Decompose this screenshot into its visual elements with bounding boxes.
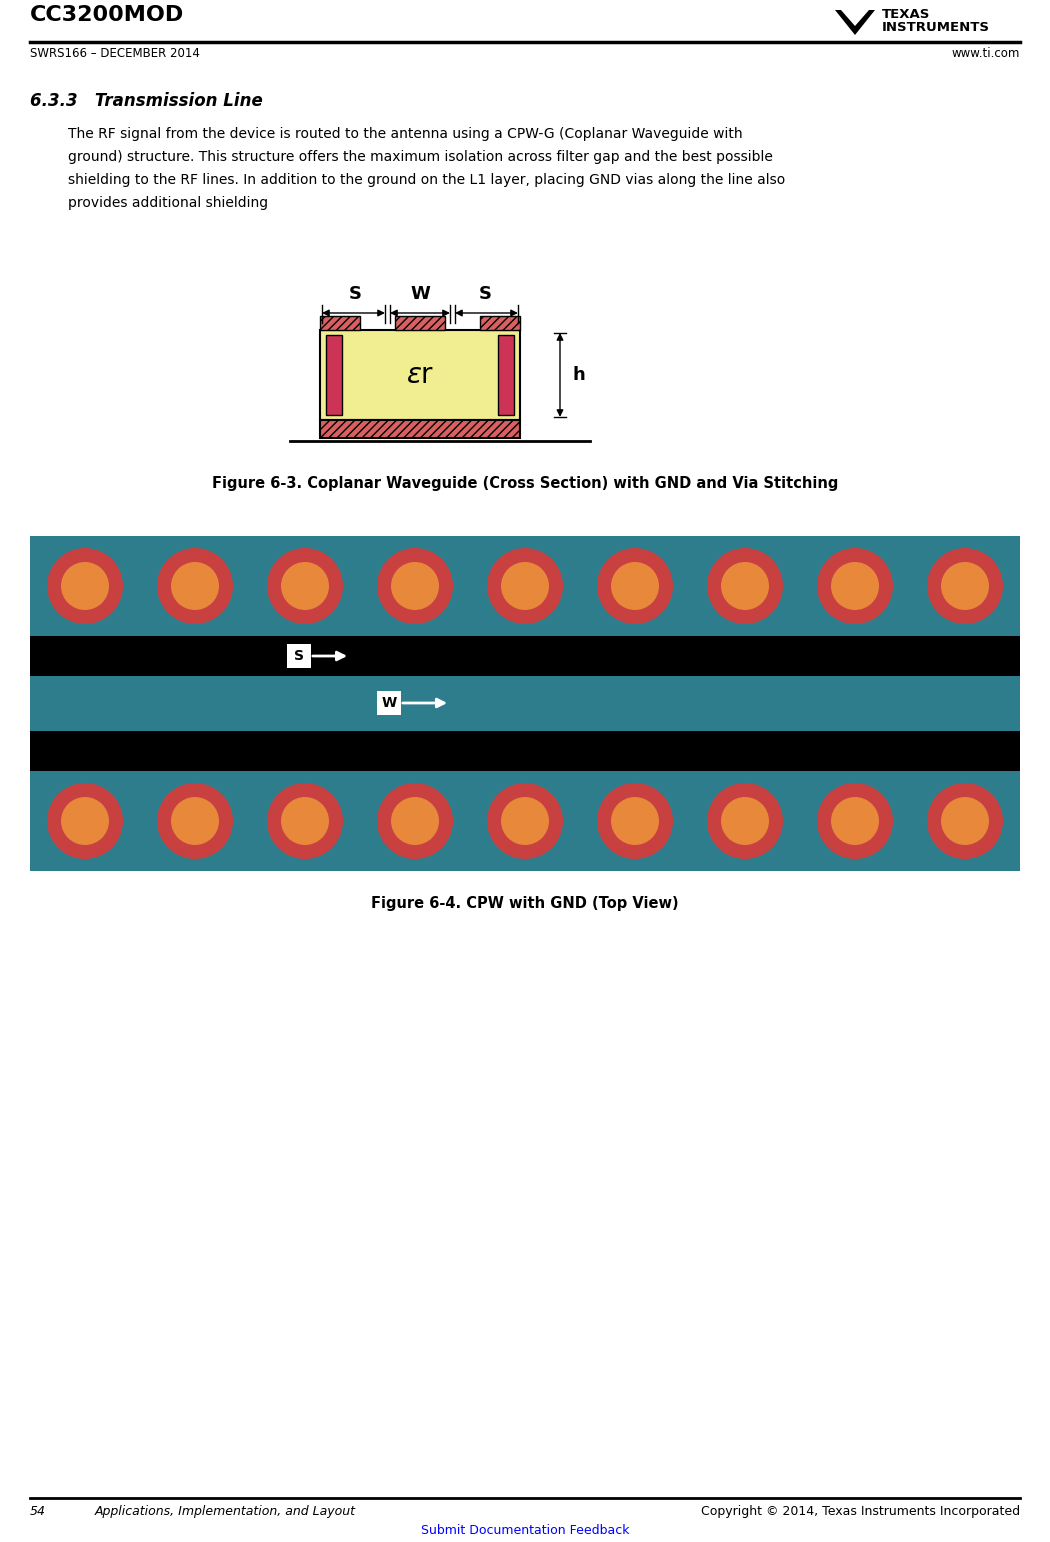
Text: S: S (349, 285, 361, 302)
Circle shape (391, 797, 439, 845)
Bar (287, 645, 311, 668)
Circle shape (267, 547, 343, 625)
Circle shape (501, 561, 549, 611)
Circle shape (487, 783, 563, 859)
Text: $\varepsilon$r: $\varepsilon$r (405, 361, 435, 389)
Circle shape (61, 797, 109, 845)
Circle shape (171, 797, 219, 845)
Text: ground) structure. This structure offers the maximum isolation across filter gap: ground) structure. This structure offers… (68, 150, 773, 163)
Circle shape (611, 561, 659, 611)
Text: CC3200MOD: CC3200MOD (30, 5, 184, 25)
Circle shape (158, 783, 233, 859)
Circle shape (611, 797, 659, 845)
Circle shape (707, 547, 783, 625)
Bar (320, 419, 520, 438)
Circle shape (721, 797, 769, 845)
Text: Figure 6-4. CPW with GND (Top View): Figure 6-4. CPW with GND (Top View) (372, 896, 678, 911)
Bar (320, 316, 360, 330)
Circle shape (501, 797, 549, 845)
Bar (326, 335, 342, 415)
Circle shape (391, 561, 439, 611)
Text: www.ti.com: www.ti.com (951, 46, 1020, 60)
Circle shape (597, 547, 673, 625)
Bar (480, 316, 520, 330)
Text: provides additional shielding: provides additional shielding (68, 196, 268, 210)
Circle shape (61, 561, 109, 611)
Text: Submit Documentation Feedback: Submit Documentation Feedback (421, 1523, 629, 1537)
Circle shape (707, 783, 783, 859)
Circle shape (927, 547, 1003, 625)
Text: SWRS166 – DECEMBER 2014: SWRS166 – DECEMBER 2014 (30, 46, 200, 60)
Text: Copyright © 2014, Texas Instruments Incorporated: Copyright © 2014, Texas Instruments Inco… (701, 1505, 1020, 1517)
Text: shielding to the RF lines. In addition to the ground on the L1 layer, placing GN: shielding to the RF lines. In addition t… (68, 173, 785, 187)
Polygon shape (835, 9, 875, 35)
Bar (30, 771, 1020, 871)
Text: W: W (411, 285, 429, 302)
Circle shape (927, 783, 1003, 859)
Circle shape (597, 783, 673, 859)
Text: S: S (294, 649, 304, 663)
Text: TEXAS: TEXAS (882, 8, 930, 22)
Circle shape (267, 783, 343, 859)
Bar (30, 675, 1020, 731)
Circle shape (377, 547, 453, 625)
Circle shape (487, 547, 563, 625)
Text: The RF signal from the device is routed to the antenna using a CPW-G (Coplanar W: The RF signal from the device is routed … (68, 126, 742, 140)
Circle shape (817, 783, 892, 859)
Circle shape (377, 783, 453, 859)
Text: h: h (572, 365, 585, 384)
Circle shape (158, 547, 233, 625)
Text: W: W (381, 695, 397, 709)
Circle shape (831, 797, 879, 845)
Bar (30, 537, 1020, 635)
Text: S: S (479, 285, 491, 302)
Circle shape (831, 561, 879, 611)
Polygon shape (845, 9, 865, 23)
Circle shape (721, 561, 769, 611)
Bar (377, 691, 401, 715)
Circle shape (941, 797, 989, 845)
Circle shape (941, 561, 989, 611)
Bar (30, 635, 1020, 675)
Circle shape (47, 547, 123, 625)
Bar (498, 335, 514, 415)
Bar (30, 731, 1020, 771)
Text: Applications, Implementation, and Layout: Applications, Implementation, and Layout (94, 1505, 356, 1517)
Text: 6.3.3   Transmission Line: 6.3.3 Transmission Line (30, 93, 262, 109)
Circle shape (171, 561, 219, 611)
Circle shape (47, 783, 123, 859)
Bar (320, 330, 520, 419)
Text: INSTRUMENTS: INSTRUMENTS (882, 22, 990, 34)
Circle shape (817, 547, 892, 625)
Bar (395, 316, 445, 330)
Text: 54: 54 (30, 1505, 46, 1517)
Text: Figure 6-3. Coplanar Waveguide (Cross Section) with GND and Via Stitching: Figure 6-3. Coplanar Waveguide (Cross Se… (212, 476, 838, 490)
Circle shape (281, 561, 329, 611)
Circle shape (281, 797, 329, 845)
